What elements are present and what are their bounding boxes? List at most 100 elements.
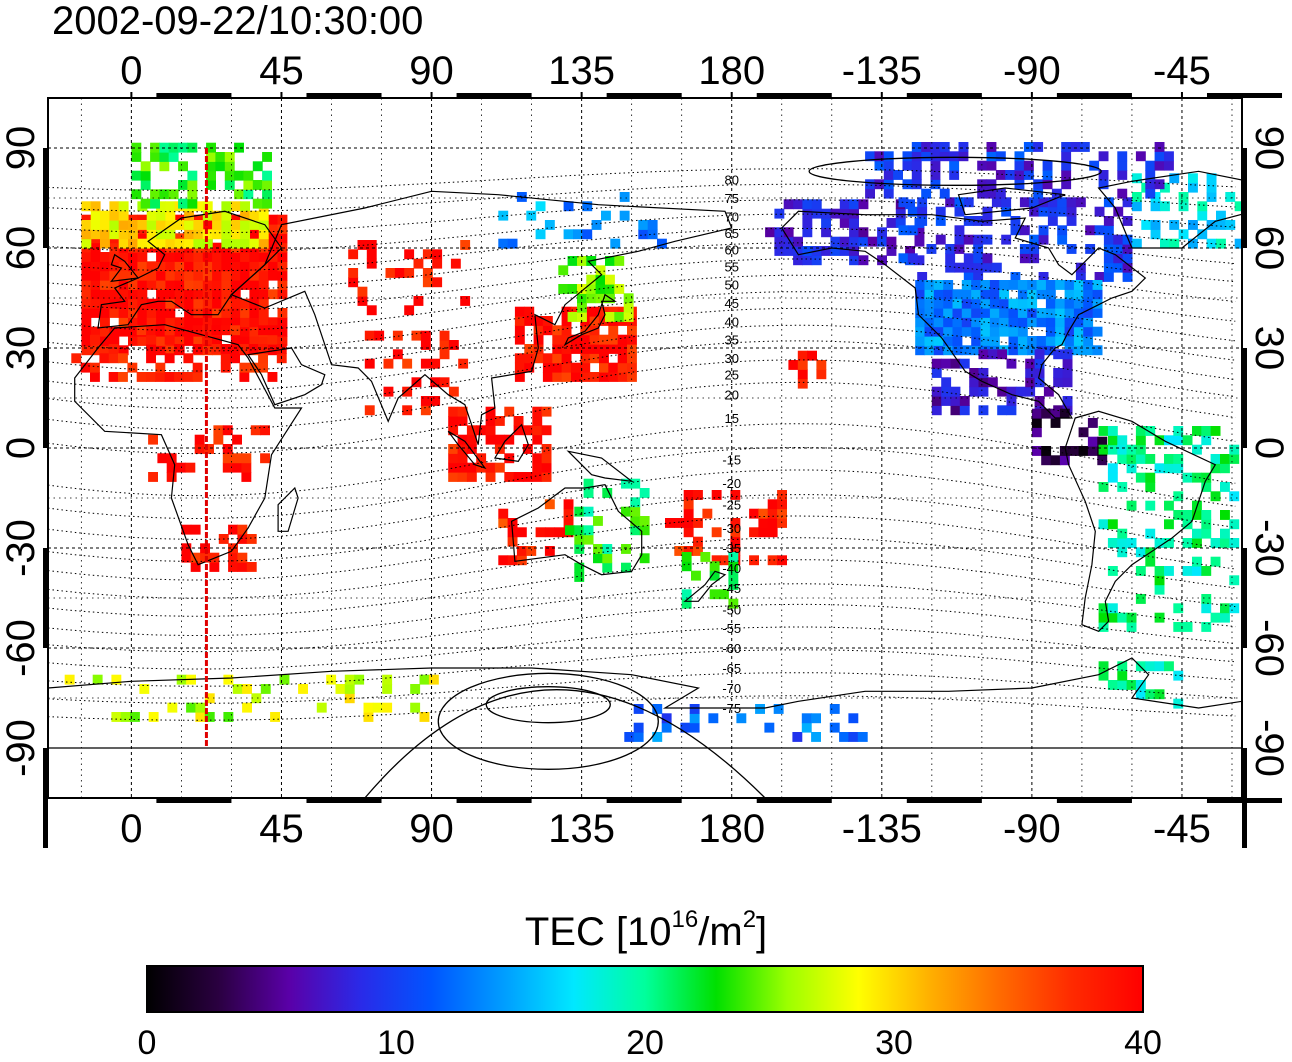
tec-pixel bbox=[230, 353, 240, 364]
tec-pixel bbox=[277, 280, 288, 290]
tec-pixel bbox=[1206, 173, 1217, 184]
tec-pixel bbox=[930, 160, 941, 171]
tec-pixel bbox=[541, 406, 552, 417]
tec-pixel bbox=[728, 598, 739, 609]
tec-pixel bbox=[348, 249, 359, 260]
tec-pixel bbox=[260, 684, 271, 694]
tec-pixel bbox=[1070, 142, 1081, 152]
tec-pixel bbox=[448, 406, 459, 417]
tec-pixel bbox=[939, 151, 950, 162]
tec-pixel bbox=[921, 151, 932, 162]
tec-pixel bbox=[439, 349, 450, 360]
tec-pixel bbox=[623, 302, 634, 313]
tec-pixel bbox=[230, 270, 241, 281]
tec-pixel bbox=[357, 240, 368, 250]
tec-pixel bbox=[249, 233, 260, 244]
tec-pixel bbox=[109, 326, 120, 337]
tec-pixel bbox=[524, 316, 535, 326]
tec-pixel bbox=[1025, 368, 1036, 378]
tec-pixel bbox=[392, 349, 403, 360]
tec-pixel bbox=[466, 444, 477, 454]
tec-pixel bbox=[633, 722, 644, 733]
tec-pixel bbox=[174, 344, 184, 354]
tec-pixel bbox=[514, 306, 525, 317]
coastline-africa bbox=[74, 324, 303, 566]
tec-pixel bbox=[599, 372, 609, 382]
tec-pixel bbox=[1098, 444, 1109, 455]
tec-pixel bbox=[839, 199, 850, 210]
tec-pixel bbox=[963, 272, 974, 282]
tec-pixel bbox=[174, 372, 184, 382]
tec-pixel bbox=[220, 353, 231, 364]
tec-pixel bbox=[624, 732, 635, 742]
y-tick-label-right: -90 bbox=[1247, 719, 1291, 777]
tec-pixel bbox=[830, 246, 841, 256]
tec-pixel bbox=[1150, 220, 1161, 230]
tec-pixel bbox=[542, 362, 553, 373]
tec-pixel bbox=[148, 472, 158, 482]
tec-pixel bbox=[1225, 220, 1236, 230]
tec-pixel bbox=[1064, 280, 1075, 290]
tec-pixel bbox=[1061, 160, 1072, 171]
frame-bar-top bbox=[1056, 93, 1132, 98]
tec-pixel bbox=[268, 261, 278, 272]
tec-pixel bbox=[764, 722, 775, 733]
tec-pixel bbox=[1210, 556, 1221, 567]
tec-pixel bbox=[111, 712, 122, 722]
tec-pixel bbox=[184, 210, 194, 221]
tec-pixel bbox=[209, 562, 220, 572]
tec-pixel bbox=[174, 326, 185, 337]
tec-pixel bbox=[1042, 170, 1053, 180]
tec-pixel bbox=[849, 218, 859, 228]
tec-pixel bbox=[954, 234, 965, 245]
tec-pixel bbox=[958, 142, 969, 152]
tec-pixel bbox=[222, 453, 233, 464]
tec-pixel bbox=[1098, 179, 1109, 190]
tec-pixel bbox=[930, 170, 941, 180]
tec-pixel bbox=[614, 256, 625, 266]
x-tick-label-bottom: 90 bbox=[409, 807, 454, 851]
tec-pixel bbox=[81, 326, 92, 337]
tec-pixel bbox=[898, 197, 909, 208]
tec-pixel bbox=[1017, 298, 1028, 309]
tec-pixel bbox=[100, 345, 110, 356]
tec-pixel bbox=[954, 206, 965, 217]
tec-pixel bbox=[954, 197, 965, 208]
tec-pixel bbox=[544, 546, 555, 556]
tec-pixel bbox=[1094, 225, 1105, 236]
tec-pixel bbox=[1015, 386, 1026, 397]
tec-pixel bbox=[522, 444, 533, 454]
tec-pixel bbox=[1229, 454, 1240, 464]
tec-pixel bbox=[941, 386, 952, 397]
tec-pixel bbox=[156, 261, 166, 272]
tec-pixel bbox=[952, 326, 963, 337]
tec-pixel bbox=[1201, 426, 1212, 436]
tec-pixel bbox=[802, 246, 813, 256]
tec-pixel bbox=[599, 316, 609, 326]
tec-pixel bbox=[1045, 336, 1056, 346]
tec-pixel bbox=[1113, 206, 1124, 217]
y-tick-label-left: -30 bbox=[0, 519, 43, 577]
tec-pixel bbox=[593, 544, 603, 554]
tec-pixel bbox=[943, 289, 954, 300]
tec-pixel bbox=[905, 246, 915, 256]
tec-pixel bbox=[721, 555, 731, 566]
tec-pixel bbox=[621, 478, 631, 489]
tec-pixel bbox=[1092, 308, 1103, 318]
tec-pixel bbox=[212, 280, 222, 290]
tec-pixel bbox=[439, 377, 450, 388]
tec-pixel bbox=[617, 353, 628, 364]
tec-pixel bbox=[1083, 289, 1094, 300]
tec-pixel bbox=[1017, 280, 1028, 290]
tec-pixel bbox=[997, 386, 1008, 397]
tec-pixel bbox=[595, 274, 606, 285]
tec-pixel bbox=[561, 306, 572, 317]
tec-pixel bbox=[159, 161, 170, 172]
maglat-contour bbox=[48, 168, 1236, 192]
tec-pixel bbox=[1182, 566, 1193, 576]
tec-pixel bbox=[81, 214, 92, 225]
tec-pixel bbox=[223, 712, 234, 722]
tec-pixel bbox=[1154, 463, 1165, 474]
tec-pixel bbox=[156, 289, 166, 300]
tec-pixel bbox=[1135, 547, 1146, 558]
